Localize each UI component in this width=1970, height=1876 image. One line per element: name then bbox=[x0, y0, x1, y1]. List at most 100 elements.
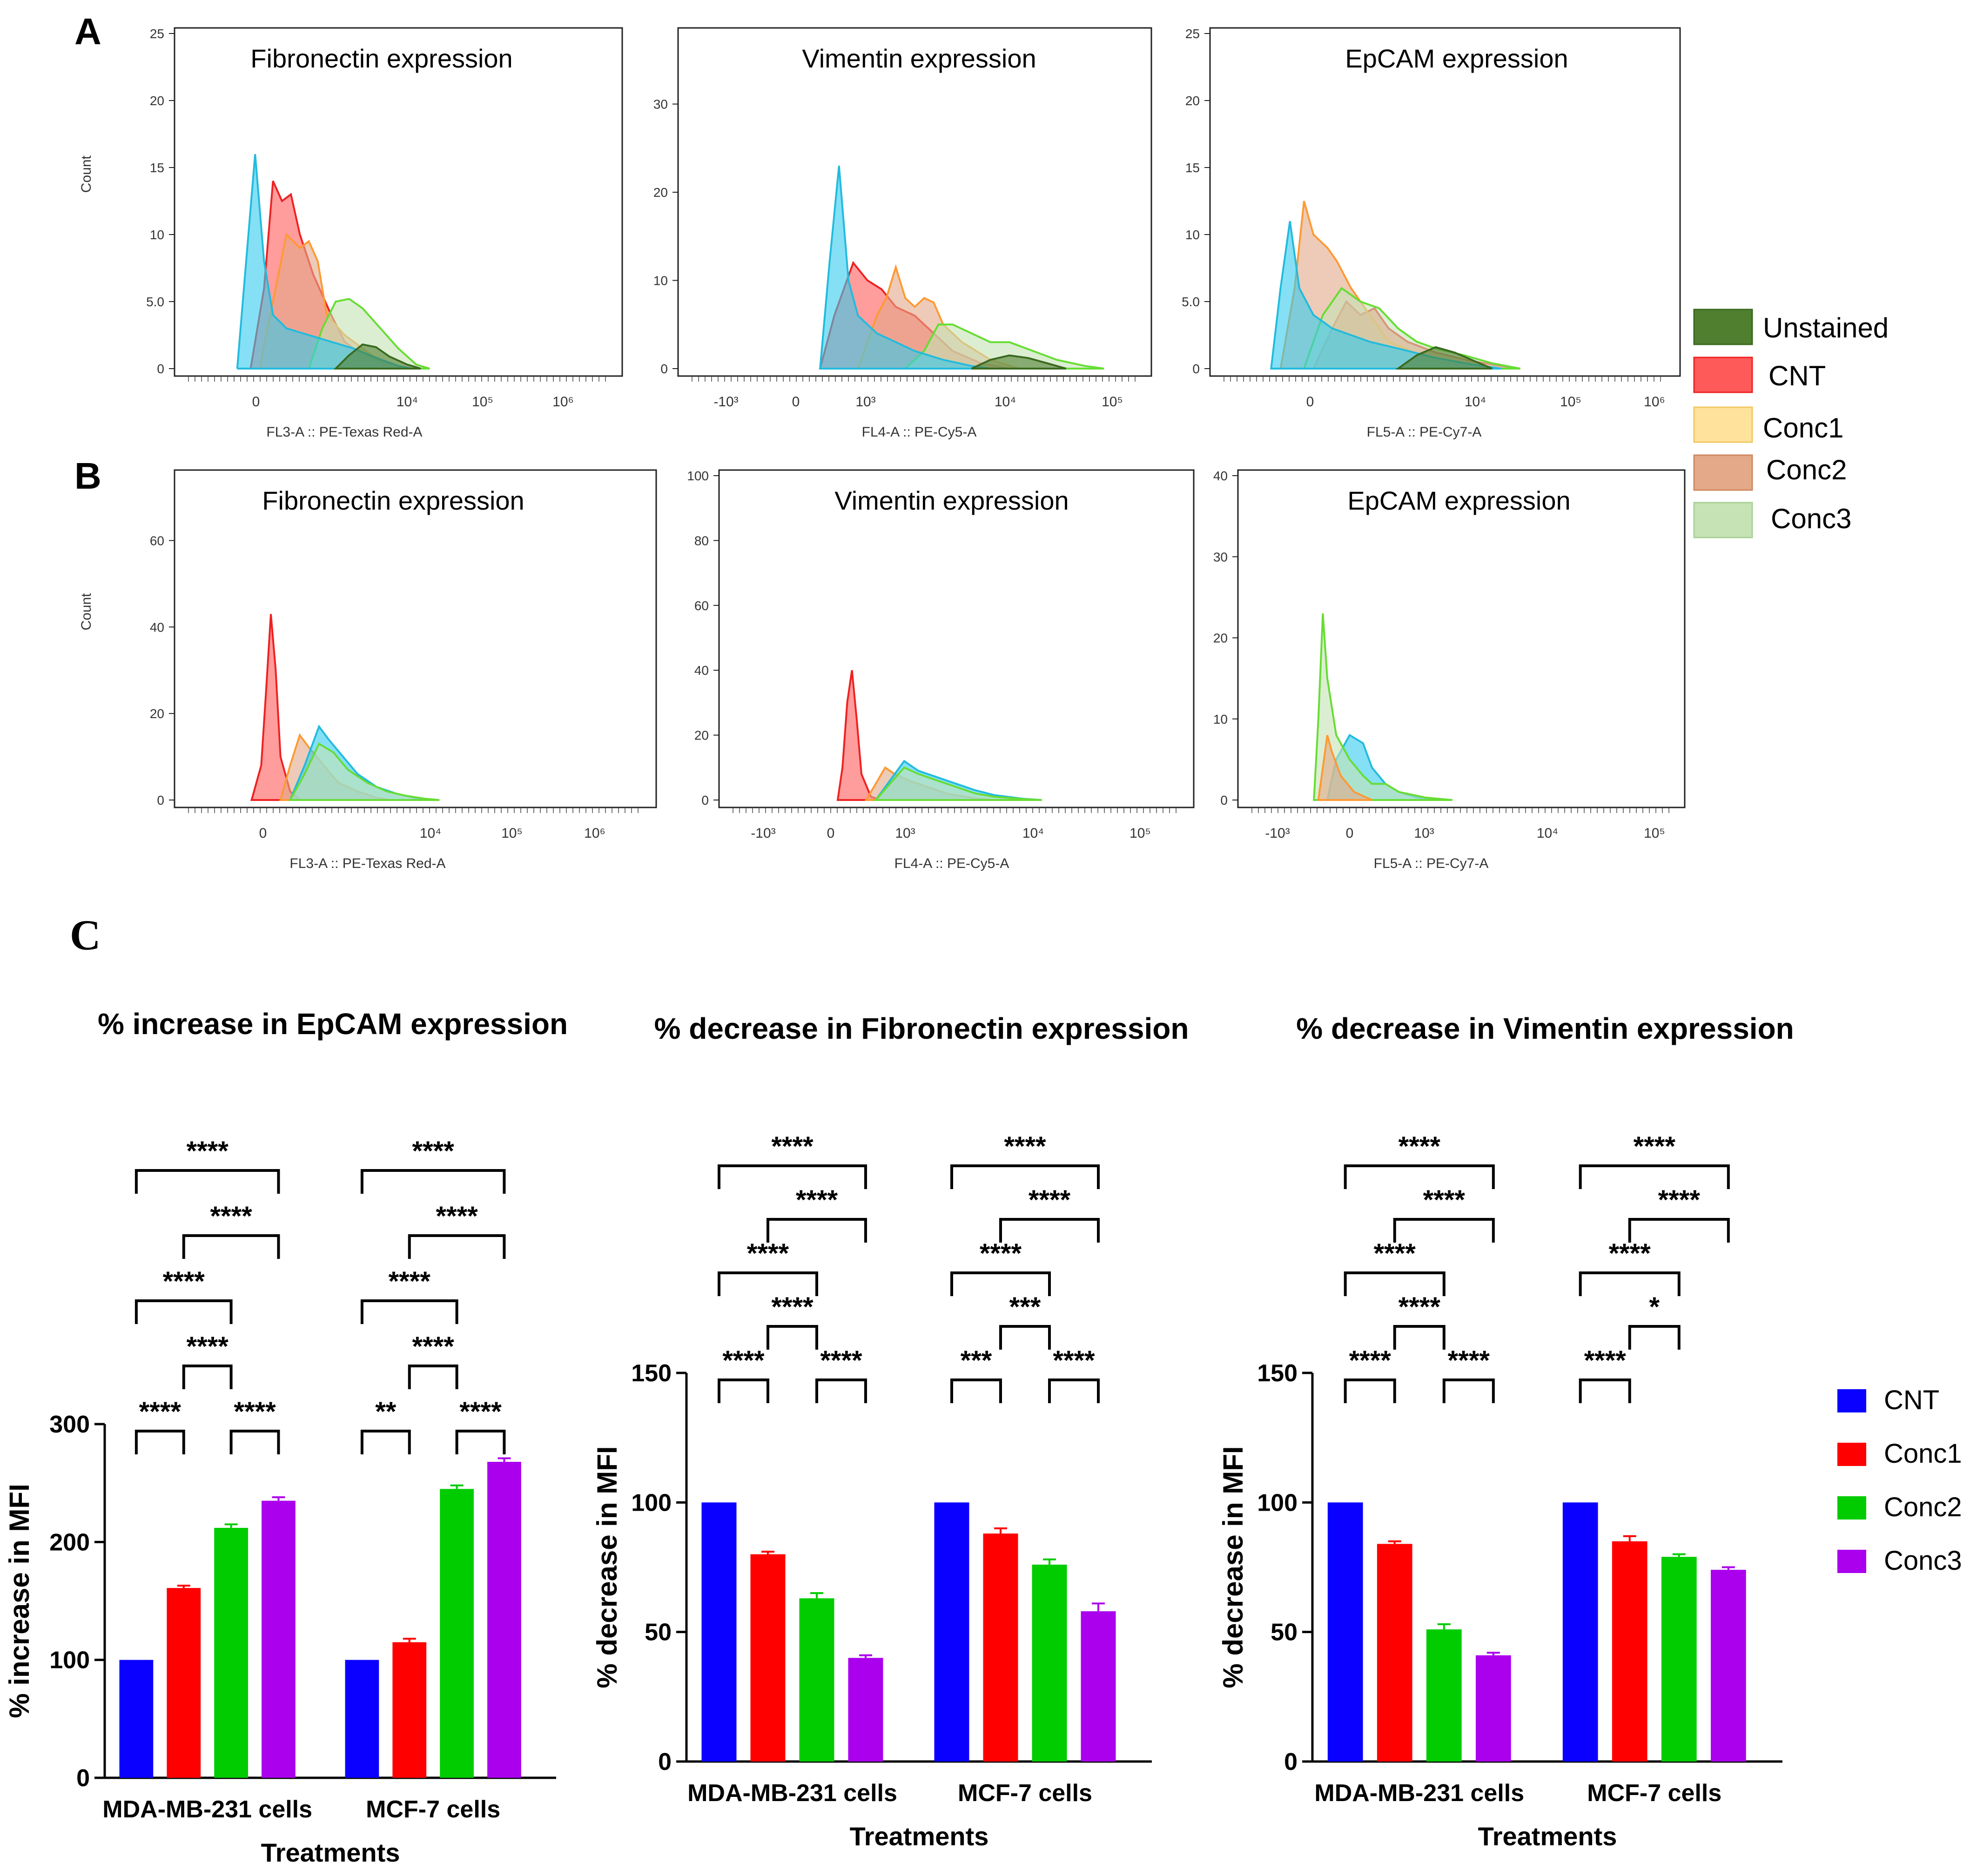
x-tick-label: 10⁵ bbox=[1560, 394, 1581, 410]
bar-conc2-1 bbox=[1032, 1564, 1067, 1762]
plot-frame bbox=[718, 469, 1195, 808]
significance-stars: **** bbox=[820, 1345, 862, 1376]
significance-stars: ** bbox=[375, 1397, 397, 1427]
x-tick-label: 10⁵ bbox=[1644, 826, 1665, 841]
x-tick-label: 0 bbox=[1346, 826, 1354, 841]
significance-bracket bbox=[455, 1430, 506, 1454]
significance-stars: **** bbox=[1634, 1131, 1676, 1162]
significance-bracket bbox=[1393, 1325, 1446, 1350]
bar-legend-swatch-conc2 bbox=[1837, 1496, 1866, 1520]
significance-bracket bbox=[1628, 1218, 1730, 1243]
legend-swatch-cnt bbox=[1693, 356, 1753, 393]
y-tick-label: 150 bbox=[631, 1360, 672, 1387]
y-tick-label: 5.0 bbox=[146, 295, 164, 309]
significance-stars: **** bbox=[234, 1397, 276, 1427]
significance-bracket bbox=[1579, 1378, 1631, 1403]
bar-cnt-0 bbox=[701, 1502, 737, 1762]
y-axis-label: % increase in MFI bbox=[4, 1484, 35, 1718]
category-label: MCF-7 cells bbox=[366, 1796, 500, 1823]
significance-stars: **** bbox=[389, 1266, 431, 1297]
y-tick-label: 0 bbox=[701, 793, 709, 807]
bar-conc3-0 bbox=[848, 1658, 883, 1762]
y-tick-label: 0 bbox=[76, 1765, 90, 1792]
significance-stars: *** bbox=[1009, 1292, 1041, 1322]
significance-stars: **** bbox=[1423, 1185, 1466, 1215]
y-tick-label: 40 bbox=[1213, 469, 1228, 483]
bar-legend-swatch-conc3 bbox=[1837, 1550, 1866, 1573]
x-tick-label: 10⁵ bbox=[1130, 826, 1151, 841]
significance-bracket bbox=[182, 1234, 280, 1259]
category-label: MDA-MB-231 cells bbox=[1314, 1780, 1524, 1807]
significance-bracket bbox=[718, 1271, 818, 1296]
y-tick-label: 20 bbox=[653, 185, 668, 200]
histogram-conc3 bbox=[874, 766, 1042, 801]
y-tick-label: 200 bbox=[49, 1529, 90, 1556]
y-tick-label: 100 bbox=[687, 469, 709, 483]
significance-bracket bbox=[950, 1164, 1100, 1189]
x-tick-label: 10⁶ bbox=[1644, 394, 1665, 410]
y-tick-label: 5.0 bbox=[1182, 295, 1200, 309]
chart-title: Vimentin expression bbox=[802, 44, 1036, 73]
bar-legend: CNT Conc1 Conc2 Conc3 bbox=[1837, 1385, 1962, 1576]
bar-conc1-1 bbox=[392, 1642, 427, 1778]
x-tick-label: 10⁴ bbox=[1465, 394, 1486, 410]
bar-legend-label-cnt: CNT bbox=[1884, 1385, 1939, 1415]
bar-conc2-0 bbox=[214, 1527, 248, 1778]
x-tick-label: 10⁴ bbox=[397, 394, 418, 410]
significance-stars: **** bbox=[771, 1292, 814, 1322]
bar-legend-label-conc1: Conc1 bbox=[1884, 1439, 1962, 1469]
significance-stars: **** bbox=[1398, 1292, 1441, 1322]
significance-bracket bbox=[999, 1325, 1051, 1350]
y-tick-label: 0 bbox=[157, 362, 164, 376]
y-tick-label: 10 bbox=[653, 274, 668, 288]
category-label: MDA-MB-231 cells bbox=[102, 1796, 312, 1823]
bar-conc1-0 bbox=[750, 1554, 786, 1762]
significance-stars: **** bbox=[796, 1185, 838, 1215]
y-axis-label: Count bbox=[79, 593, 94, 631]
legend-swatch-unstained bbox=[1693, 309, 1753, 345]
legend-label-conc3: Conc3 bbox=[1771, 503, 1851, 534]
y-tick-label: 0 bbox=[157, 793, 164, 807]
y-tick-label: 15 bbox=[150, 161, 164, 175]
x-tick-label: 10⁶ bbox=[584, 826, 605, 841]
x-axis-label: FL4-A :: PE-Cy5-A bbox=[862, 424, 977, 440]
x-axis-label: FL5-A :: PE-Cy7-A bbox=[1367, 424, 1482, 440]
x-axis-label: Treatments bbox=[1478, 1822, 1617, 1851]
y-tick-label: 50 bbox=[1271, 1619, 1298, 1646]
bar-cnt-0 bbox=[1327, 1502, 1363, 1762]
y-axis-label: Count bbox=[79, 155, 94, 193]
chart-title: % decrease in Fibronectin expression bbox=[654, 1012, 1189, 1045]
significance-stars: **** bbox=[1029, 1185, 1071, 1215]
y-tick-label: 20 bbox=[1213, 631, 1228, 646]
significance-stars: **** bbox=[1349, 1345, 1392, 1376]
bar-conc3-1 bbox=[487, 1462, 521, 1778]
significance-stars: **** bbox=[771, 1131, 814, 1162]
y-tick-label: 0 bbox=[1284, 1748, 1298, 1775]
bar-cnt-1 bbox=[345, 1660, 379, 1778]
flow-chart-b2: Vimentin expression 0 20 40 60 80 100 -10³ 0 10³ 1… bbox=[687, 469, 1195, 871]
significance-stars: **** bbox=[722, 1345, 765, 1376]
y-tick-label: 40 bbox=[150, 620, 164, 634]
y-tick-label: 80 bbox=[694, 533, 709, 548]
histogram-conc2 bbox=[1317, 735, 1372, 801]
significance-bracket bbox=[1344, 1378, 1396, 1403]
flow-chart-a2: Vimentin expression 0 10 20 30 -10³ 0 10³ 10⁴ 10⁵… bbox=[653, 27, 1152, 440]
significance-bracket bbox=[1393, 1218, 1495, 1243]
histogram-conc3 bbox=[904, 323, 1104, 370]
x-tick-label: 0 bbox=[792, 394, 800, 410]
x-tick-label: -10³ bbox=[751, 826, 775, 841]
x-tick-label: 10³ bbox=[895, 826, 915, 841]
y-tick-label: 150 bbox=[1257, 1360, 1298, 1387]
x-axis-label: FL3-A :: PE-Texas Red-A bbox=[266, 424, 422, 440]
bar-conc3-0 bbox=[1475, 1655, 1511, 1762]
bar-chart-c3: % decrease in Vimentin expression 0 50 100 1… bbox=[1217, 1012, 1794, 1851]
legend-swatch-conc2 bbox=[1693, 454, 1753, 491]
y-tick-label: 60 bbox=[694, 598, 709, 613]
significance-stars: **** bbox=[1584, 1345, 1627, 1376]
x-axis-label: FL3-A :: PE-Texas Red-A bbox=[289, 856, 445, 871]
x-tick-label: 0 bbox=[1306, 394, 1314, 410]
bar-legend-swatch-conc1 bbox=[1837, 1443, 1866, 1466]
flow-chart-a3: EpCAM expression 0 5.0 10 15 20 25 0 10⁴ 10⁵ 10⁶ FL… bbox=[1182, 27, 1681, 440]
bar-conc1-0 bbox=[1377, 1544, 1412, 1762]
chart-title: Fibronectin expression bbox=[262, 486, 524, 515]
